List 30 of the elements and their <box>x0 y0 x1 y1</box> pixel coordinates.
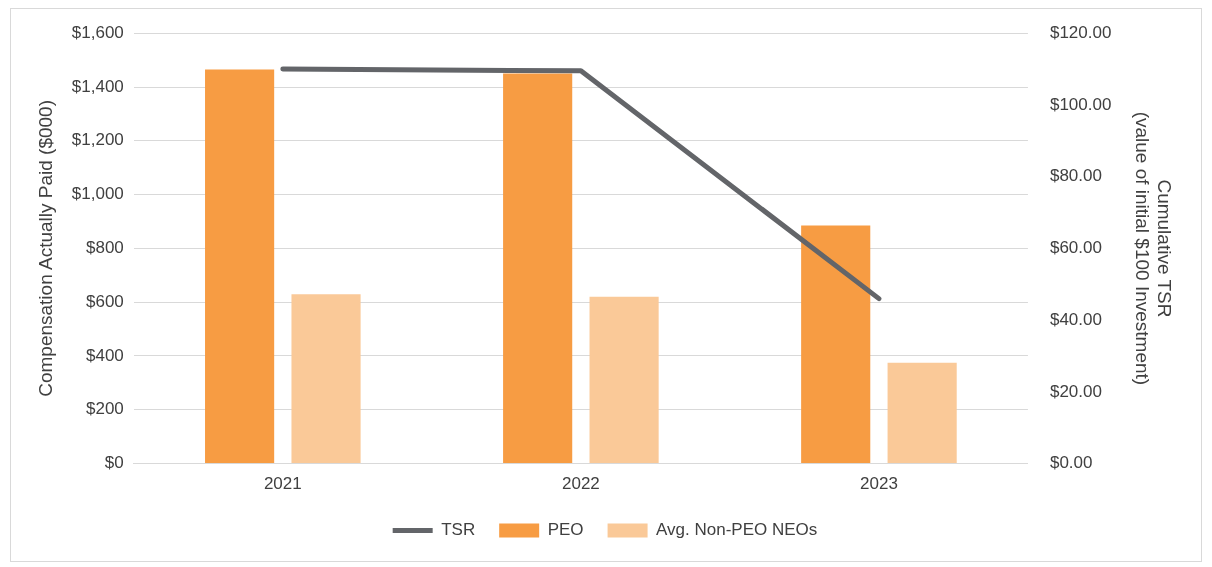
x-tick-label: 2023 <box>860 474 898 494</box>
y2-tick-label: $40.00 <box>1049 309 1102 329</box>
x-tick-label: 2021 <box>263 474 302 494</box>
y2-tick-label: $0.00 <box>1049 453 1093 473</box>
bar <box>801 225 871 464</box>
y-tick-label: $600 <box>85 291 124 311</box>
bar <box>503 73 573 464</box>
y-tick-label: $1,600 <box>71 22 124 42</box>
y2-tick-label: $100.00 <box>1049 94 1112 114</box>
y-axis-title: Compensation Actually Paid ($000) <box>34 100 56 397</box>
y2-tick-label: $120.00 <box>1049 22 1112 42</box>
y2-tick-label: $20.00 <box>1049 381 1102 401</box>
bar <box>291 294 361 464</box>
y-tick-label: $200 <box>85 399 124 419</box>
y-tick-label: $800 <box>85 238 124 258</box>
y-tick-label: $0 <box>104 453 124 473</box>
x-tick-label: 2022 <box>561 474 600 494</box>
legend-label: TSR <box>441 520 476 540</box>
y-tick-label: $1,000 <box>71 184 124 204</box>
legend-label: PEO <box>547 520 584 540</box>
y2-tick-label: $60.00 <box>1049 238 1102 258</box>
y2-axis-title: Cumulative TSR (value of initial $100 Investment) <box>1131 111 1176 386</box>
y-tick-label: $1,400 <box>71 76 124 96</box>
bar <box>589 296 659 464</box>
y-tick-label: $400 <box>85 345 124 365</box>
bar <box>205 69 275 464</box>
bar <box>887 362 957 464</box>
y-tick-label: $1,200 <box>71 130 124 150</box>
legend-label: Avg. Non-PEO NEOs <box>656 520 818 540</box>
y2-tick-label: $80.00 <box>1049 166 1102 186</box>
